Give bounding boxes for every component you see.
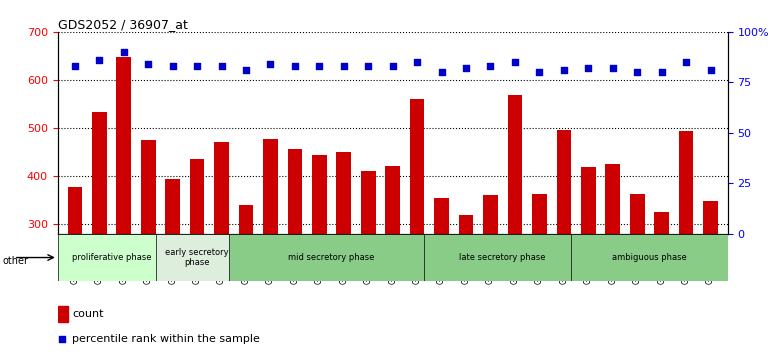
Point (56, 336, 69, 342)
Point (631, 69, 644, 75)
Bar (116, 57, 131, 354)
Bar (287, 149, 303, 354)
Bar (434, 198, 449, 354)
Point (484, 63, 497, 69)
Point (460, 65, 472, 71)
Point (289, 63, 301, 69)
Text: proliferative phase: proliferative phase (72, 253, 151, 262)
Bar (424, 234, 581, 281)
Text: late secretory phase: late secretory phase (460, 253, 546, 262)
Bar (459, 215, 474, 354)
Text: count: count (72, 309, 104, 319)
Point (239, 67, 252, 73)
Bar (483, 195, 498, 354)
Bar (229, 234, 434, 281)
Bar (507, 95, 522, 354)
Bar (263, 138, 278, 354)
Bar (58, 234, 166, 281)
Bar (605, 164, 620, 354)
Bar (92, 112, 107, 354)
Bar (166, 179, 180, 354)
Bar (68, 187, 82, 354)
Point (655, 69, 668, 75)
Bar (141, 140, 156, 354)
Point (118, 49, 130, 55)
Text: other: other (2, 256, 28, 266)
Point (557, 67, 570, 73)
Point (509, 59, 521, 65)
Point (534, 69, 546, 75)
Bar (410, 99, 424, 354)
Point (337, 63, 350, 69)
Bar (239, 205, 253, 354)
Bar (571, 234, 728, 281)
Bar (557, 130, 571, 354)
Point (191, 63, 203, 69)
Bar (361, 171, 376, 354)
Point (680, 59, 692, 65)
Point (705, 67, 717, 73)
Text: ambiguous phase: ambiguous phase (612, 253, 687, 262)
Point (216, 63, 228, 69)
Text: mid secretory phase: mid secretory phase (289, 253, 375, 262)
Bar (532, 194, 547, 354)
Bar (678, 131, 694, 354)
Point (264, 61, 276, 67)
Bar (312, 155, 326, 354)
Bar (385, 166, 400, 354)
Bar (581, 167, 596, 354)
Point (93, 57, 105, 63)
Point (362, 63, 374, 69)
Point (582, 65, 594, 71)
Point (313, 63, 326, 69)
Point (166, 63, 179, 69)
Point (69, 63, 81, 69)
Bar (58, 306, 69, 321)
Bar (703, 201, 718, 354)
Point (411, 59, 424, 65)
Text: percentile rank within the sample: percentile rank within the sample (72, 333, 260, 344)
Bar (189, 159, 205, 354)
Point (142, 61, 154, 67)
Point (387, 63, 399, 69)
Bar (336, 152, 351, 354)
Point (607, 65, 619, 71)
Point (436, 69, 448, 75)
Bar (654, 212, 669, 354)
Bar (214, 142, 229, 354)
Text: early secretory
phase: early secretory phase (166, 248, 229, 267)
Text: GDS2052 / 36907_at: GDS2052 / 36907_at (58, 18, 188, 31)
Bar (630, 194, 644, 354)
Bar (156, 234, 239, 281)
